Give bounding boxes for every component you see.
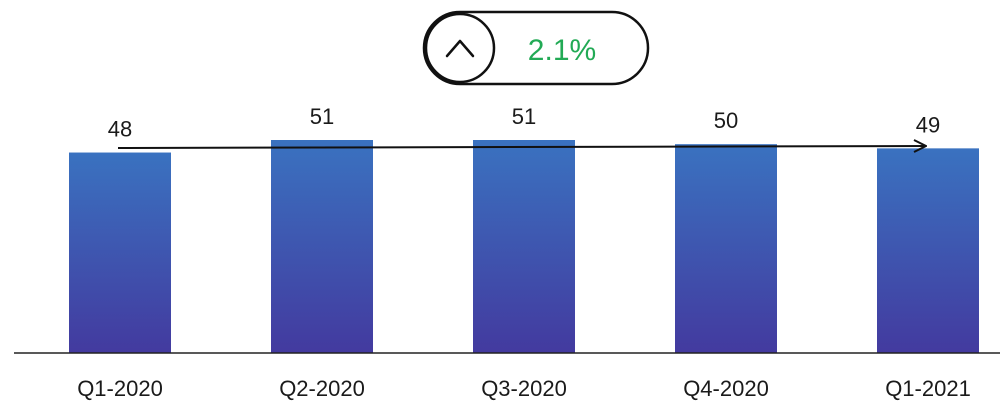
data-labels-group: 48 51 51 50 49 (108, 104, 940, 142)
category-label-q3-2020: Q3-2020 (481, 376, 567, 401)
bar-q2-2020 (271, 140, 373, 353)
badge-icon-circle (424, 12, 496, 84)
bar-q1-2020 (69, 152, 171, 353)
chevron-up-icon (445, 39, 475, 58)
category-labels-group: Q1-2020 Q2-2020 Q3-2020 Q4-2020 Q1-2021 (77, 376, 971, 401)
trend-arrow (117, 146, 926, 148)
data-label-q4-2020: 50 (714, 108, 738, 133)
data-label-q2-2020: 51 (310, 104, 334, 129)
bar-q4-2020 (675, 144, 777, 353)
data-label-q1-2021: 49 (916, 112, 940, 137)
bar-q1-2021 (877, 148, 979, 353)
category-label-q1-2020: Q1-2020 (77, 376, 163, 401)
bars-group (69, 140, 979, 353)
badge-value: 2.1% (528, 34, 596, 67)
category-label-q1-2021: Q1-2021 (885, 376, 971, 401)
category-label-q2-2020: Q2-2020 (279, 376, 365, 401)
bar-q3-2020 (473, 140, 575, 353)
growth-badge: 2.1% (422, 10, 650, 86)
data-label-q3-2020: 51 (512, 104, 536, 129)
data-label-q1-2020: 48 (108, 117, 132, 142)
category-label-q4-2020: Q4-2020 (683, 376, 769, 401)
